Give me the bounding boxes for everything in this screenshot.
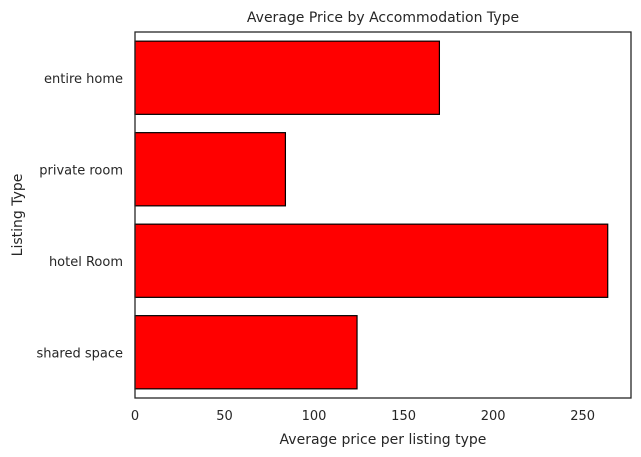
y-tick-label: entire home	[44, 72, 123, 87]
plot-frame	[134, 31, 632, 399]
x-tick-label: 200	[481, 409, 506, 424]
x-tick-label: 150	[391, 409, 416, 424]
chart-title: Average Price by Accommodation Type	[247, 10, 519, 26]
y-tick-label: hotel Room	[49, 255, 123, 270]
x-tick-label: 0	[131, 409, 139, 424]
y-axis-label: Listing Type	[10, 174, 26, 257]
bar-hotel-room	[134, 223, 609, 298]
bar-private-room	[134, 132, 287, 207]
bar-entire-home	[134, 40, 441, 115]
y-tick-label: shared space	[36, 346, 123, 361]
x-tick-label: 100	[302, 409, 327, 424]
x-tick-label: 250	[570, 409, 595, 424]
x-tick-label: 50	[216, 409, 233, 424]
x-axis-label: Average price per listing type	[280, 432, 487, 448]
bar-shared-space	[134, 315, 358, 390]
y-tick-label: private room	[39, 163, 123, 178]
